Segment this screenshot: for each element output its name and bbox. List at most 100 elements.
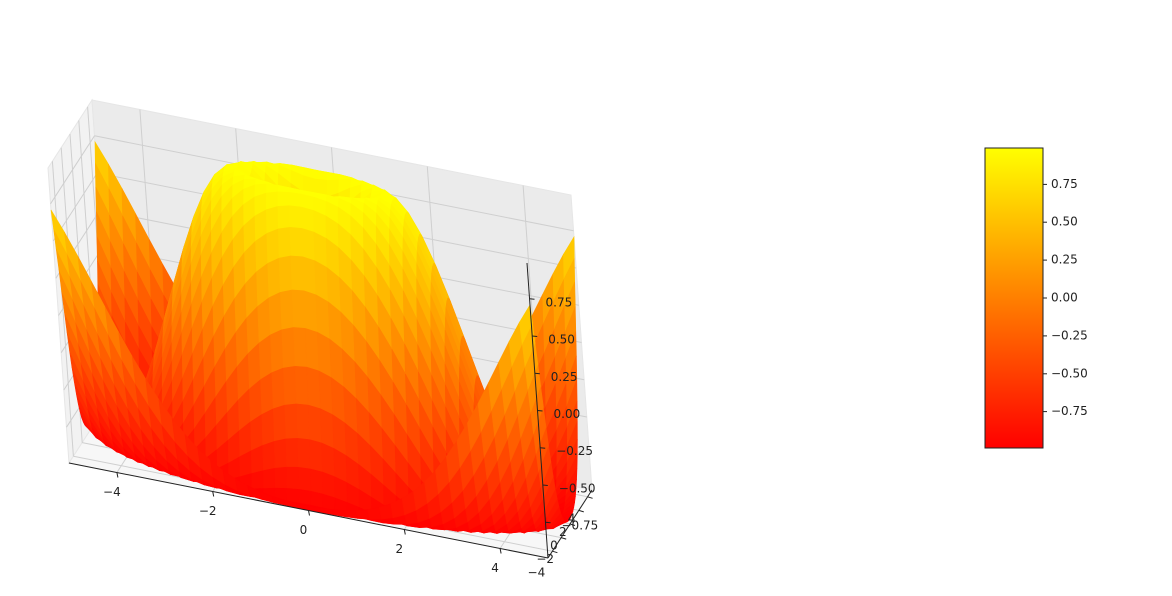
z-axis-tick-mark <box>534 372 540 375</box>
surface-patch <box>282 365 297 406</box>
z-axis-tick-mark <box>529 298 535 300</box>
x-axis-tick-mark <box>403 529 406 535</box>
surface-patch <box>301 206 315 233</box>
surface-patch <box>297 437 311 470</box>
surface-patch <box>271 367 286 410</box>
z-axis-tick-mark <box>545 521 551 524</box>
surface-patch <box>267 257 281 299</box>
surface-patch <box>277 191 291 207</box>
surface-patch <box>289 192 303 208</box>
surface-patch <box>320 408 335 449</box>
surface-patch <box>304 327 320 372</box>
colorbar-tick-label: −0.25 <box>1051 328 1088 342</box>
y-axis-tick-mark <box>552 550 558 554</box>
surface-patch <box>258 334 273 381</box>
z-axis-ticks: −0.75 −0.50 −0.25 0.00 0.25 0.50 0.75 <box>529 295 599 533</box>
x-axis-tick-label: 4 <box>491 561 499 575</box>
surface-patch <box>301 227 316 262</box>
y-axis-tick-mark <box>587 496 593 499</box>
z-axis-tick-label: 0.00 <box>554 407 581 421</box>
surface-patch <box>298 466 312 492</box>
z-axis-tick-label: −0.25 <box>556 444 593 458</box>
z-axis-tick-mark <box>542 484 548 486</box>
x-axis-tick-label: −4 <box>103 485 121 499</box>
surface-patch <box>273 438 288 469</box>
colorbar-tick-label: 0.50 <box>1051 215 1078 229</box>
x-axis-tick-mark <box>308 510 310 516</box>
surface-patch <box>277 205 291 230</box>
surface-patch <box>296 403 310 441</box>
y-axis-tick-label: −2 <box>536 552 554 566</box>
surface-patch <box>261 408 275 446</box>
z-axis-tick-label: 0.50 <box>548 333 575 347</box>
surface-patch <box>274 466 288 489</box>
surface-patch <box>289 205 303 229</box>
surface-patch <box>309 439 323 473</box>
surface-patch <box>306 366 321 410</box>
surface-patch <box>284 403 299 440</box>
surface-patch <box>321 442 335 478</box>
colorbar-tick-label: 0.00 <box>1051 291 1078 305</box>
y-axis-tick-label: 0 <box>550 539 558 553</box>
surface-patch <box>318 370 333 416</box>
surface-patch <box>291 289 306 329</box>
surface-patch <box>519 304 533 345</box>
z-axis-tick-label: 0.75 <box>546 295 573 309</box>
y-axis-tick-label: 2 <box>559 525 567 539</box>
surface-patch <box>268 291 283 336</box>
surface-patch <box>286 466 300 490</box>
colorbar: −0.75 −0.50 −0.25 0.00 0.25 0.50 0.75 <box>984 147 1088 449</box>
surface-patch <box>317 331 332 379</box>
x-axis-tick-mark <box>116 472 119 478</box>
surface-patch <box>266 228 280 264</box>
surface-plot <box>50 140 578 534</box>
y-axis-tick-mark <box>569 523 576 526</box>
x-axis-ticks: −4 −2 0 2 4 <box>103 472 502 575</box>
surface-patch <box>260 372 274 415</box>
surface-patch <box>303 290 318 333</box>
x-axis-tick-label: 0 <box>300 523 308 537</box>
surface-patch <box>277 226 292 259</box>
y-axis-tick-mark <box>561 537 567 540</box>
surface-patch <box>302 256 317 296</box>
gridline-leftwall-z <box>50 135 95 205</box>
colorbar-gradient <box>984 147 1044 449</box>
colorbar-tick-label: 0.75 <box>1051 177 1078 191</box>
x-axis-tick-label: −2 <box>199 504 217 518</box>
surface-patch <box>322 471 336 499</box>
surface-patch <box>270 329 284 374</box>
surface-patch <box>262 440 276 471</box>
surface-patch <box>290 255 305 292</box>
x-axis-tick-mark <box>499 548 502 554</box>
surface-patch <box>293 327 308 368</box>
surface-patch <box>310 468 324 495</box>
z-axis-tick-label: −0.75 <box>562 519 599 533</box>
surface-patch <box>279 289 294 331</box>
colorbar-tick-label: −0.50 <box>1051 366 1088 380</box>
surface-patch <box>307 404 322 444</box>
y-axis-tick-label: 4 <box>568 511 576 525</box>
surface-patch <box>294 365 309 406</box>
surface-patch <box>281 327 296 369</box>
y-axis-tick-mark <box>578 509 584 513</box>
surface-patch <box>355 509 370 520</box>
surface-patch <box>262 467 276 489</box>
surface-patch <box>285 437 299 468</box>
surface-patch <box>250 444 264 474</box>
surface-patch <box>272 404 287 442</box>
z-axis-tick-mark <box>532 335 538 337</box>
surface-patch <box>278 255 293 293</box>
x-axis-tick-label: 2 <box>395 542 403 556</box>
surface-patch <box>298 489 312 506</box>
colorbar-tick-label: −0.75 <box>1051 404 1088 418</box>
z-axis-tick-mark <box>537 410 543 412</box>
surface-patch <box>289 226 304 258</box>
z-axis-tick-label: 0.25 <box>551 370 578 384</box>
y-axis-tick-label: −4 <box>528 566 546 580</box>
z-axis-tick-mark <box>540 447 546 449</box>
surface-patch <box>251 470 264 490</box>
colorbar-tick-label: 0.25 <box>1051 253 1078 267</box>
z-axis-tick-label: −0.50 <box>559 482 596 496</box>
